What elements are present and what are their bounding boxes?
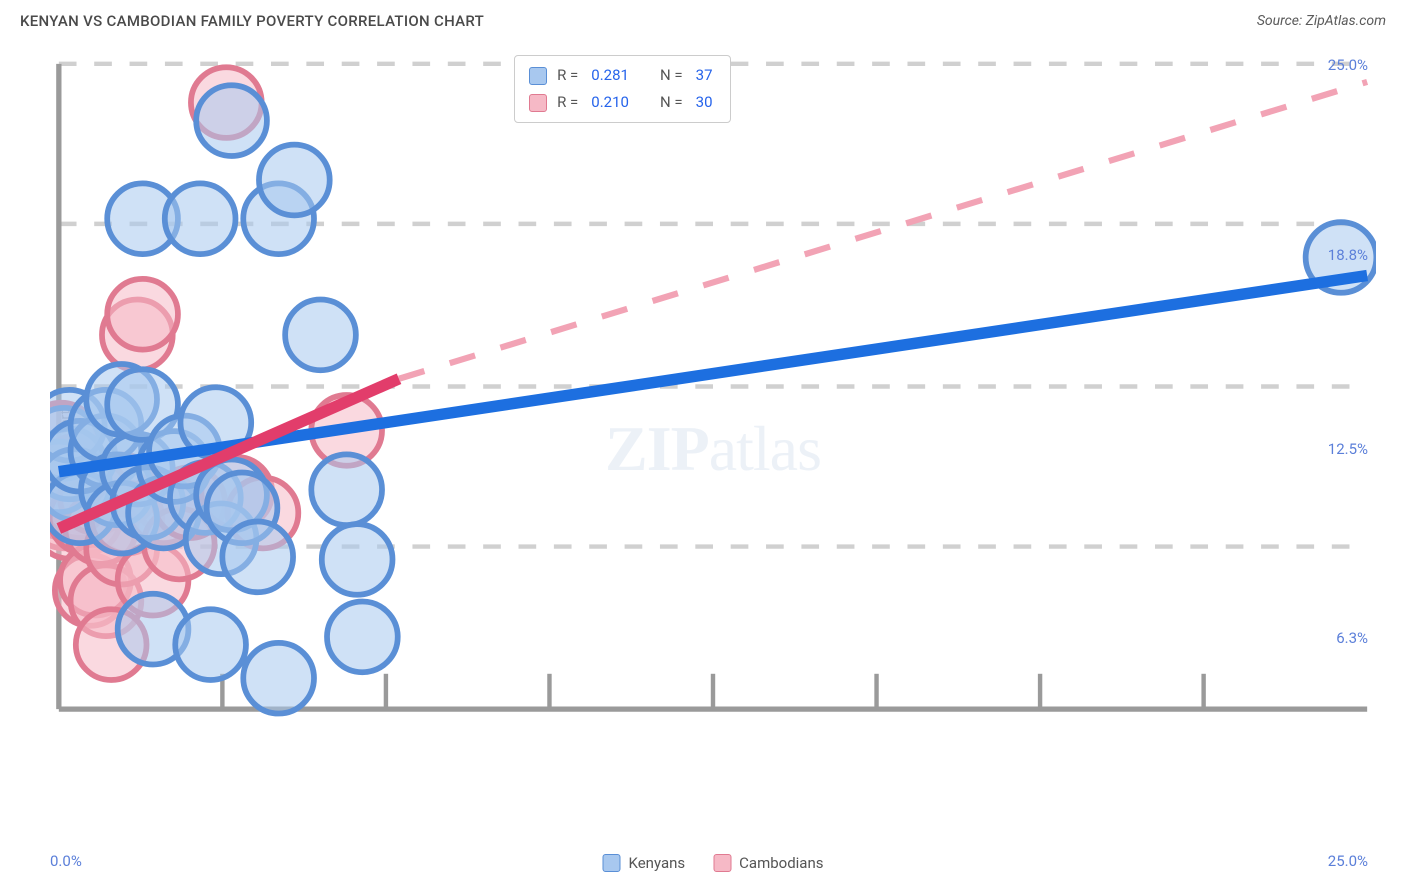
y-tick-label: 6.3% <box>1336 629 1368 647</box>
legend-swatch-kenyans <box>603 854 621 872</box>
x-tick-min: 0.0% <box>50 852 82 870</box>
y-tick-label: 25.0% <box>1328 56 1368 74</box>
x-tick-max: 25.0% <box>1328 852 1368 870</box>
stat-r-value-cambodians: 0.210 <box>591 89 629 116</box>
swatch-kenyans <box>529 67 547 85</box>
header-bar: KENYAN VS CAMBODIAN FAMILY POVERTY CORRE… <box>0 0 1406 38</box>
chart-title: KENYAN VS CAMBODIAN FAMILY POVERTY CORRE… <box>20 12 484 30</box>
legend-item-cambodians: Cambodians <box>713 854 823 872</box>
stat-n-label: N = <box>660 89 683 116</box>
y-tick-label: 18.8% <box>1328 246 1368 264</box>
source-label: Source: ZipAtlas.com <box>1257 13 1386 29</box>
y-tick-label: 12.5% <box>1328 440 1368 458</box>
stats-row-kenyans: R = 0.281 N = 37 <box>529 62 715 89</box>
chart-area: Family Poverty ZIPatlas R = 0.281 N = 37… <box>50 55 1376 842</box>
legend-label-kenyans: Kenyans <box>629 854 686 872</box>
legend-item-kenyans: Kenyans <box>603 854 686 872</box>
stat-r-label: R = <box>557 89 578 116</box>
stats-box: R = 0.281 N = 37 R = 0.210 N = 30 <box>514 55 730 123</box>
stat-r-label: R = <box>557 62 578 89</box>
stat-n-value-kenyans: 37 <box>696 62 713 89</box>
stat-r-value-kenyans: 0.281 <box>591 62 629 89</box>
legend-swatch-cambodians <box>713 854 731 872</box>
stat-n-label: N = <box>660 62 683 89</box>
stats-row-cambodians: R = 0.210 N = 30 <box>529 89 715 116</box>
legend-label-cambodians: Cambodians <box>739 854 823 872</box>
swatch-cambodians <box>529 94 547 112</box>
legend: Kenyans Cambodians <box>603 854 824 872</box>
scatter-plot <box>50 55 1376 718</box>
stat-n-value-cambodians: 30 <box>696 89 713 116</box>
